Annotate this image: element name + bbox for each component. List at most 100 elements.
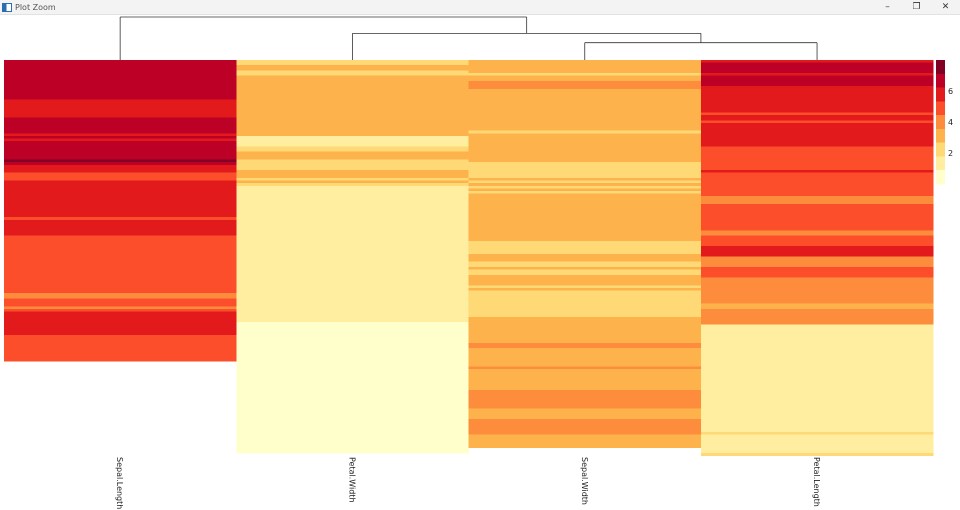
close-button[interactable]: ✕ bbox=[941, 2, 950, 12]
heatmap-cell bbox=[236, 159, 469, 171]
heatmap-cell bbox=[700, 246, 934, 257]
legend-swatch bbox=[936, 60, 945, 75]
heatmap-cell bbox=[4, 172, 237, 181]
heatmap-cell bbox=[4, 308, 237, 312]
heatmap-cell bbox=[700, 432, 934, 436]
heatmap-cell bbox=[468, 366, 702, 370]
heatmap-cell bbox=[700, 230, 934, 236]
heatmap-cell bbox=[4, 141, 237, 160]
heatmap-cell bbox=[468, 188, 702, 192]
heatmap-cell bbox=[236, 185, 469, 323]
heatmap-cell bbox=[236, 146, 469, 153]
heatmap-cell bbox=[4, 293, 237, 299]
heatmap-cell bbox=[468, 88, 702, 132]
window-title: Plot Zoom bbox=[15, 2, 56, 12]
heatmap-body bbox=[4, 60, 934, 457]
heatmap-cell bbox=[236, 170, 469, 179]
heatmap-cell bbox=[700, 170, 934, 174]
heatmap-cell bbox=[700, 172, 934, 197]
heatmap-cell bbox=[4, 180, 237, 218]
heatmap-cell bbox=[468, 177, 702, 181]
window-titlebar: Plot Zoom – ❐ ✕ bbox=[0, 0, 960, 15]
heatmap-cell bbox=[4, 217, 237, 221]
heatmap-cell bbox=[236, 75, 469, 137]
heatmap-cell bbox=[468, 185, 702, 189]
heatmap-cell bbox=[468, 290, 702, 297]
heatmap-cell bbox=[468, 261, 702, 268]
heatmap-cell bbox=[4, 99, 237, 119]
heatmap-cell bbox=[700, 120, 934, 124]
legend-swatch bbox=[936, 101, 945, 116]
heatmap-cell bbox=[4, 162, 237, 166]
column-label: Petal.Length bbox=[812, 457, 821, 507]
heatmap-cell bbox=[4, 219, 237, 236]
minimize-button[interactable]: – bbox=[885, 2, 890, 12]
heatmap-cell bbox=[468, 287, 702, 291]
column-label: Petal.Width bbox=[347, 457, 356, 503]
heatmap-cell bbox=[468, 319, 702, 344]
heatmap-cell bbox=[700, 434, 934, 454]
legend-swatch bbox=[936, 128, 945, 143]
heatmap-cell bbox=[468, 60, 702, 74]
heatmap-cell bbox=[468, 434, 702, 449]
heatmap-cell bbox=[468, 295, 702, 318]
heatmap-cell bbox=[468, 180, 702, 184]
heatmap-cell bbox=[4, 60, 237, 64]
heatmap-cell bbox=[236, 151, 469, 160]
heatmap-cell bbox=[4, 298, 237, 307]
heatmap-cell bbox=[468, 191, 702, 195]
heatmap-cell bbox=[700, 60, 934, 64]
heatmap-cell bbox=[236, 65, 469, 71]
heatmap-cell bbox=[468, 408, 702, 420]
window-controls: – ❐ ✕ bbox=[873, 0, 960, 14]
column-label: Sepal.Length bbox=[115, 457, 124, 509]
heatmap-cell bbox=[700, 128, 934, 147]
heatmap-cell bbox=[700, 122, 934, 129]
heatmap-cell bbox=[236, 322, 469, 454]
heatmap-cell bbox=[4, 133, 237, 137]
heatmap-cell bbox=[236, 177, 469, 181]
heatmap-cell bbox=[468, 253, 702, 263]
legend-tick-label: 6 bbox=[948, 87, 953, 96]
heatmap-cell bbox=[700, 453, 934, 457]
heatmap-cell bbox=[468, 73, 702, 77]
legend-swatch bbox=[936, 156, 945, 171]
heatmap-cell bbox=[468, 75, 702, 82]
heatmap-cell bbox=[4, 335, 237, 362]
heatmap-cell bbox=[700, 277, 934, 305]
heatmap-cell bbox=[700, 266, 934, 278]
heatmap-cell bbox=[468, 348, 702, 367]
heatmap-cell bbox=[4, 235, 237, 294]
heatmap-cell bbox=[236, 135, 469, 147]
heatmap-cell bbox=[700, 196, 934, 205]
heatmap-cell bbox=[468, 162, 702, 179]
heatmap-cell bbox=[700, 235, 934, 247]
heatmap-cell bbox=[468, 274, 702, 286]
legend-swatch bbox=[936, 73, 945, 88]
heatmap-cell bbox=[700, 115, 934, 121]
legend-tick-label: 4 bbox=[948, 118, 953, 127]
legend-tick-label: 2 bbox=[948, 149, 953, 158]
app-icon bbox=[2, 2, 12, 12]
maximize-button[interactable]: ❐ bbox=[912, 2, 921, 12]
heatmap-cell bbox=[4, 135, 237, 139]
column-label: Sepal.Width bbox=[580, 457, 589, 505]
heatmap-cell bbox=[468, 80, 702, 90]
heatmap-cell bbox=[700, 204, 934, 231]
heatmap-cell bbox=[4, 311, 237, 315]
heatmap-cell bbox=[700, 73, 934, 77]
heatmap-cell bbox=[468, 342, 702, 349]
heatmap-cell bbox=[236, 70, 469, 77]
heatmap-cell bbox=[4, 117, 237, 134]
heatmap-cell bbox=[4, 314, 237, 336]
heatmap-cell bbox=[468, 369, 702, 391]
heatmap-cell bbox=[4, 164, 237, 174]
legend-swatch bbox=[936, 87, 945, 102]
heatmap-cell bbox=[700, 112, 934, 116]
column-dendrogram bbox=[119, 16, 818, 60]
heatmap-cell bbox=[468, 418, 702, 436]
heatmap-cell bbox=[468, 130, 702, 134]
heatmap-chart: Sepal.Length Petal.Width Sepal.Width Petal.… bbox=[4, 16, 953, 509]
heatmap-cell bbox=[700, 303, 934, 310]
heatmap-cell bbox=[700, 86, 934, 113]
